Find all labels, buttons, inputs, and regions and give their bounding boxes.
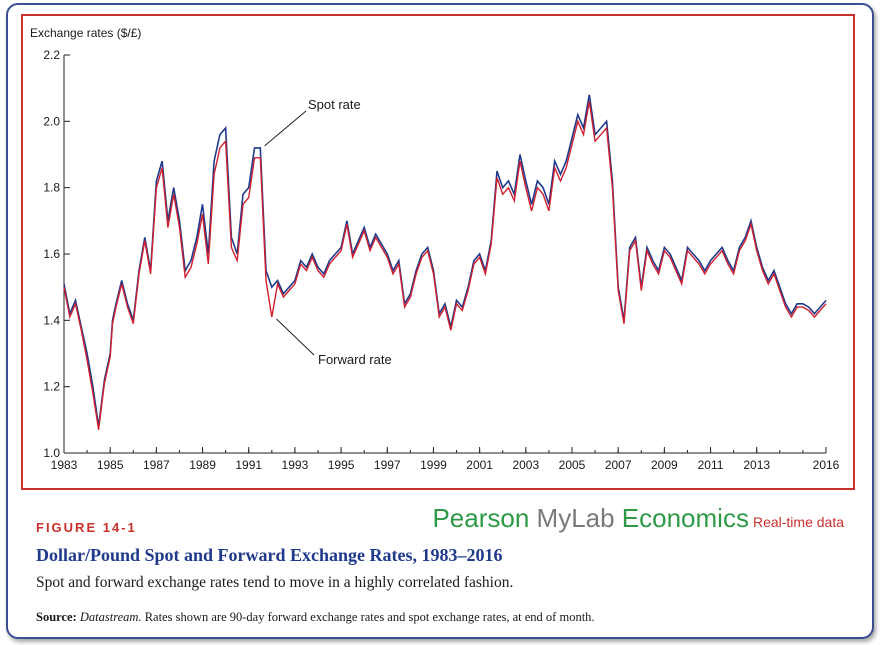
y-tick-label: 1.0 — [43, 446, 60, 460]
y-tick-label: 1.8 — [43, 181, 60, 195]
forward-rate-line — [63, 101, 827, 430]
x-tick-label: 1985 — [97, 458, 124, 472]
source-name: Datastream. — [79, 610, 142, 624]
x-tick-label: 1993 — [282, 458, 309, 472]
x-tick-label: 2005 — [559, 458, 586, 472]
x-tick-label: 1987 — [143, 458, 170, 472]
plot-area-border — [21, 14, 855, 490]
forward-rate-leader — [276, 318, 315, 356]
x-tick-label: 2013 — [743, 458, 770, 472]
figure-title: Dollar/Pound Spot and Forward Exchange R… — [36, 545, 503, 565]
exchange-rate-chart: Exchange rates ($/£) 1.0 1.2 1.4 1.6 1.8 2.0 2… — [30, 26, 840, 472]
y-tick-label: 2.0 — [43, 114, 60, 128]
brand-pearson: Pearson — [432, 503, 537, 533]
x-tick-label: 2007 — [605, 458, 632, 472]
spot-rate-line — [63, 94, 827, 427]
spot-rate-leader — [264, 110, 307, 147]
figure-frame: Exchange rates ($/£) 1.0 1.2 1.4 1.6 1.8 2.0 2… — [6, 3, 874, 639]
source-label: Source: — [36, 610, 77, 624]
source-text: Rates shown are 90-day forward exchange … — [144, 610, 595, 624]
x-tick-label: 1983 — [51, 458, 78, 472]
brand-mylab: MyLab — [536, 503, 622, 533]
realtime-data-link[interactable]: Real-time data — [752, 514, 844, 530]
chart-ticks: 1.0 1.2 1.4 1.6 1.8 2.0 2.2 1983 1985 1987 1989 199… — [43, 48, 839, 472]
y-tick-label: 2.2 — [43, 48, 60, 62]
chart-axes — [63, 55, 826, 454]
y-axis-label: Exchange rates ($/£) — [30, 26, 141, 40]
brand-economics: Economics — [621, 503, 749, 533]
x-tick-label: 1999 — [420, 458, 447, 472]
figure-caption: Spot and forward exchange rates tend to … — [36, 574, 514, 591]
figure-number: FIGURE 14-1 — [36, 520, 137, 535]
x-tick-label: 2001 — [466, 458, 493, 472]
x-tick-label: 1991 — [235, 458, 262, 472]
x-tick-label: 1989 — [189, 458, 216, 472]
spot-rate-annotation: Spot rate — [308, 97, 361, 112]
x-tick-label: 2016 — [813, 458, 840, 472]
y-tick-label: 1.4 — [43, 313, 60, 327]
x-tick-label: 2009 — [651, 458, 678, 472]
forward-rate-annotation: Forward rate — [318, 352, 392, 367]
x-tick-label: 1997 — [374, 458, 401, 472]
brand-logo: Pearson MyLab Economics Real-time data — [432, 503, 844, 534]
chart-annotations: Spot rate Forward rate — [264, 97, 392, 367]
figure-source: Source: Datastream. Rates shown are 90-d… — [36, 610, 595, 625]
x-tick-label: 2011 — [698, 458, 724, 472]
x-tick-label: 2003 — [512, 458, 539, 472]
x-tick-label: 1995 — [328, 458, 355, 472]
y-tick-label: 1.2 — [43, 380, 60, 394]
y-tick-label: 1.6 — [43, 247, 60, 261]
